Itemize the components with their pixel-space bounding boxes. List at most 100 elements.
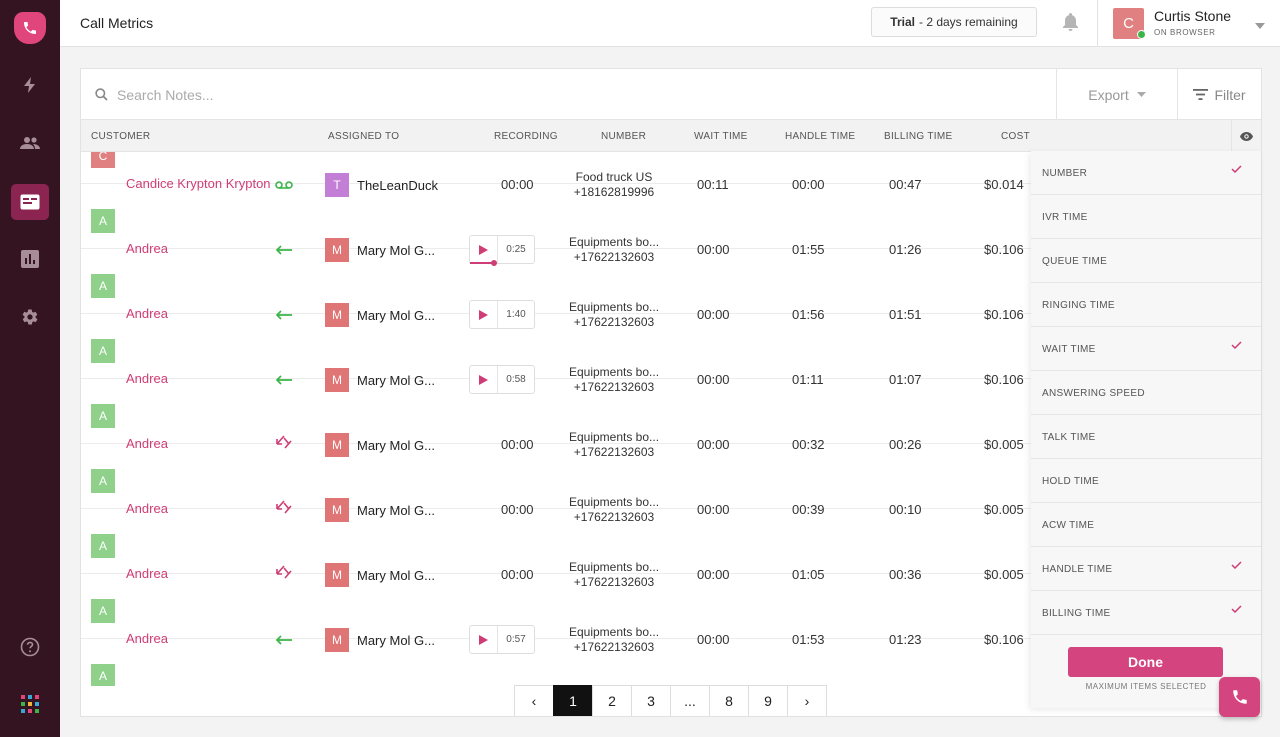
column-billing-time[interactable]: BILLING TIME [884, 131, 953, 142]
export-button[interactable]: Export [1056, 69, 1177, 120]
customer-name[interactable]: Andrea [126, 501, 168, 516]
playback-progress[interactable] [470, 262, 494, 264]
table-row[interactable]: A Andrea M Mary Mol G... 0:25 Equipments bo..… [81, 184, 1261, 266]
user-name[interactable]: Curtis Stone [1154, 8, 1232, 24]
bolt-icon[interactable] [11, 67, 49, 103]
missed-call-icon [275, 565, 293, 584]
column-assigned-to[interactable]: ASSIGNED TO [328, 131, 400, 142]
customer-name[interactable]: Andrea [126, 566, 168, 581]
recording-player[interactable]: 0:57 [469, 625, 535, 654]
column-option[interactable]: ANSWERING SPEED [1031, 371, 1261, 415]
number-name: Food truck US [575, 170, 653, 184]
column-option-label: IVR TIME [1042, 212, 1088, 223]
column-option[interactable]: BILLING TIME [1031, 591, 1261, 635]
customer-name[interactable]: Andrea [126, 306, 168, 321]
wait-value: 00:00 [697, 242, 730, 257]
play-icon[interactable] [470, 236, 498, 263]
number-name: Equipments bo... [568, 625, 660, 639]
table-row[interactable]: A Andrea M Mary Mol G... 00:00 Equipments bo.… [81, 379, 1261, 459]
recording-duration: 0:58 [506, 374, 526, 385]
number-name: Equipments bo... [568, 235, 660, 249]
trial-label: Trial [890, 15, 915, 29]
contacts-icon[interactable] [11, 125, 49, 161]
recording-player[interactable]: 0:25 [469, 235, 535, 266]
table-row[interactable]: A Andrea M Mary Mol G... 1:40 Equipments bo..… [81, 249, 1261, 329]
dialer-button[interactable] [1219, 677, 1260, 717]
handle-value: 00:00 [792, 177, 825, 192]
search-input[interactable] [117, 83, 1017, 107]
analytics-icon[interactable] [11, 241, 49, 277]
call-metrics-icon[interactable] [11, 184, 49, 220]
apps-grid-icon[interactable] [11, 686, 49, 722]
page-button[interactable]: ... [670, 685, 710, 716]
billing-value: 01:23 [889, 632, 922, 647]
assignee-name: Mary Mol G... [357, 308, 436, 323]
column-option[interactable]: RINGING TIME [1031, 283, 1261, 327]
customer-name[interactable]: Candice Krypton Krypton [126, 176, 271, 191]
page-button[interactable]: 2 [592, 685, 632, 716]
recording-player[interactable]: 1:40 [469, 300, 535, 329]
column-option[interactable]: IVR TIME [1031, 195, 1261, 239]
column-option-label: NUMBER [1042, 168, 1088, 179]
column-customer[interactable]: CUSTOMER [91, 131, 151, 142]
next-page-button[interactable]: › [787, 685, 827, 716]
customer-name[interactable]: Andrea [126, 631, 168, 646]
column-cost[interactable]: COST [1001, 131, 1030, 142]
billing-value: 00:47 [889, 177, 922, 192]
play-icon[interactable] [470, 366, 498, 393]
prev-page-button[interactable]: ‹ [514, 685, 554, 716]
chevron-down-icon[interactable] [1255, 16, 1265, 34]
page-button[interactable]: 3 [631, 685, 671, 716]
settings-icon[interactable] [11, 299, 49, 335]
assignee-avatar: M [325, 628, 349, 652]
help-icon[interactable] [11, 629, 49, 665]
assignee-avatar: M [325, 563, 349, 587]
column-option[interactable]: WAIT TIME [1031, 327, 1261, 371]
table-row[interactable]: A Andrea M Mary Mol G... 00:00 Equipments bo.… [81, 444, 1261, 524]
wait-value: 00:00 [697, 372, 730, 387]
customer-name[interactable]: Andrea [126, 436, 168, 451]
assignee-name: Mary Mol G... [357, 243, 436, 258]
eye-icon[interactable] [1231, 120, 1261, 152]
column-number[interactable]: NUMBER [601, 131, 647, 142]
playback-handle[interactable] [491, 260, 497, 266]
filter-button[interactable]: Filter [1177, 69, 1261, 120]
column-option[interactable]: QUEUE TIME [1031, 239, 1261, 283]
done-button[interactable]: Done [1068, 647, 1223, 677]
trial-badge[interactable]: Trial - 2 days remaining [871, 7, 1037, 37]
customer-name[interactable]: Andrea [126, 241, 168, 256]
handle-value: 01:11 [792, 372, 824, 387]
header-divider [1097, 0, 1098, 47]
column-option[interactable]: TALK TIME [1031, 415, 1261, 459]
page-button[interactable]: 9 [748, 685, 788, 716]
column-option-label: RINGING TIME [1042, 300, 1115, 311]
table-row[interactable]: A Andrea M Mary Mol G... 00:00 Equipments bo.… [81, 509, 1261, 589]
table-row[interactable]: A Andrea M Mary Mol G... 0:57 Equipments bo..… [81, 574, 1261, 654]
table-row[interactable]: C Candice Krypton Krypton T TheLeanDuck 00:0… [81, 152, 1261, 199]
bell-icon[interactable] [1062, 13, 1079, 36]
customer-name[interactable]: Andrea [126, 371, 168, 386]
search-icon [95, 88, 108, 106]
cost-value: $0.014 [984, 177, 1024, 192]
play-icon[interactable] [470, 626, 498, 653]
column-recording[interactable]: RECORDING [494, 131, 558, 142]
billing-value: 01:51 [889, 307, 922, 322]
table-row[interactable]: A Andrea M Mary Mol G... 0:58 Equipments bo..… [81, 314, 1261, 394]
table-row[interactable]: A [81, 639, 1261, 686]
cost-value: $0.106 [984, 242, 1024, 257]
column-option[interactable]: NUMBER [1031, 151, 1261, 195]
recording-player[interactable]: 0:58 [469, 365, 535, 394]
user-avatar[interactable]: C [1113, 8, 1144, 39]
column-wait-time[interactable]: WAIT TIME [694, 131, 748, 142]
pagination: ‹ 1 2 3... 8 9 › [514, 685, 827, 716]
page-button[interactable]: 8 [709, 685, 749, 716]
column-option[interactable]: HANDLE TIME [1031, 547, 1261, 591]
phone-logo-icon[interactable] [14, 12, 46, 44]
play-icon[interactable] [470, 301, 498, 328]
column-option-label: ANSWERING SPEED [1042, 388, 1145, 399]
column-option[interactable]: HOLD TIME [1031, 459, 1261, 503]
column-option[interactable]: ACW TIME [1031, 503, 1261, 547]
column-handle-time[interactable]: HANDLE TIME [785, 131, 856, 142]
handle-value: 00:32 [792, 437, 825, 452]
page-button[interactable]: 1 [553, 685, 593, 716]
